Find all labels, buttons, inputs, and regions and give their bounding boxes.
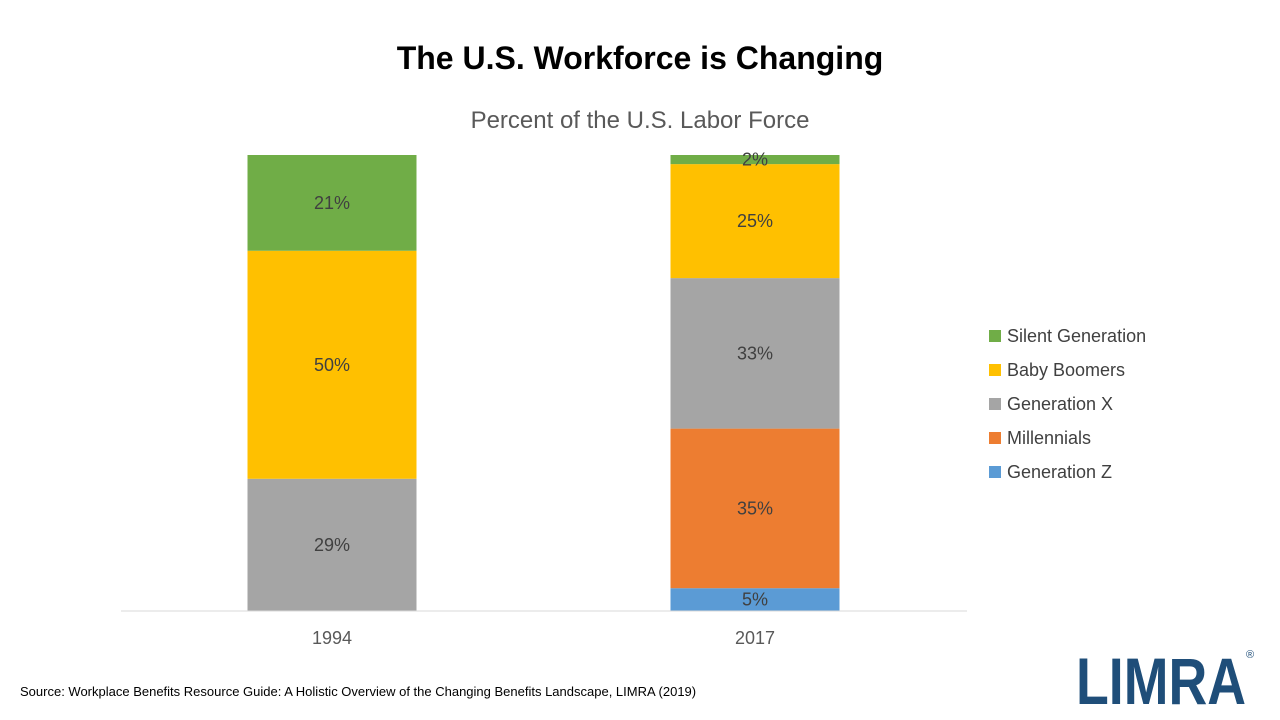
data-label: 33% [737,343,773,363]
data-label: 5% [742,590,768,610]
data-label: 35% [737,498,773,518]
legend-label: Generation Z [1007,461,1113,482]
bar-segment [670,428,840,589]
legend-label: Silent Generation [1007,325,1147,346]
x-tick-label: 1994 [312,628,352,648]
x-tick-label: 2017 [735,628,775,648]
chart-title: Percent of the U.S. Labor Force [470,107,810,134]
legend-swatch [989,432,1001,444]
svg-text:®: ® [1246,649,1254,661]
legend-swatch [989,398,1001,410]
bar-segment [247,478,417,611]
bar-segment [670,278,840,429]
legend-item: Generation X [989,387,1146,421]
legend-label: Baby Boomers [1007,359,1126,380]
bar-segment [670,155,840,165]
bar-segment [247,155,417,251]
legend-item: Baby Boomers [989,353,1146,387]
data-label: 2% [742,150,768,170]
bar-segment [247,250,417,479]
data-label: 25% [737,211,773,231]
legend-swatch [989,466,1001,478]
legend-label: Generation X [1007,393,1114,414]
legend-swatch [989,330,1001,342]
chart-legend: Silent Generation Baby Boomers Generation … [989,319,1146,489]
limra-logo: LIMRA ® [1076,644,1254,712]
legend-item: Silent Generation [989,319,1146,353]
data-label: 21% [314,193,350,213]
legend-label: Millennials [1007,427,1092,448]
legend-swatch [989,364,1001,376]
svg-text:LIMRA: LIMRA [1076,644,1246,712]
slide-title: The U.S. Workforce is Changing [396,40,884,76]
bar-segment [670,588,840,611]
source-note: Source: Workplace Benefits Resource Guid… [20,684,697,699]
data-label: 29% [314,535,350,555]
legend-item: Generation Z [989,455,1146,489]
legend-item: Millennials [989,421,1146,455]
bar-segment [670,164,840,279]
data-label: 50% [314,355,350,375]
